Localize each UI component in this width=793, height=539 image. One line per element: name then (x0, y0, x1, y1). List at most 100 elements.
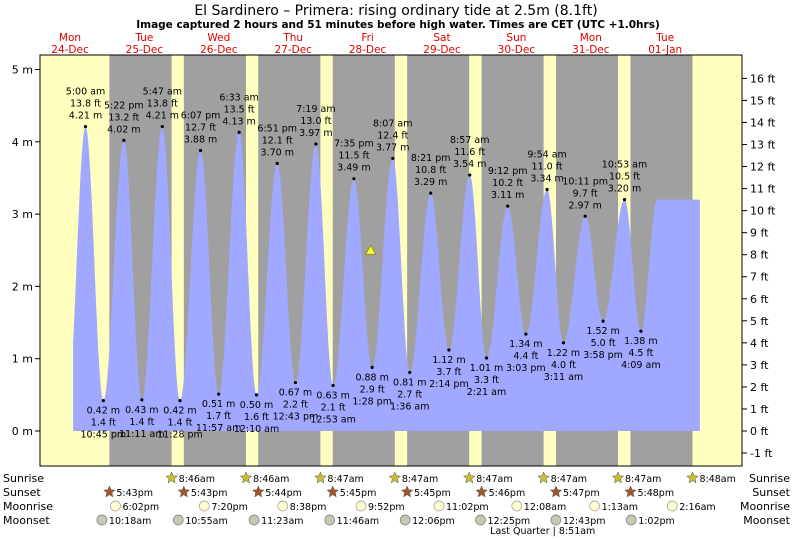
low-tide-feet: 2.2 ft (283, 400, 308, 411)
high-tide-feet: 10.8 ft (415, 165, 446, 176)
high-tide-feet: 13.0 ft (300, 116, 331, 127)
plot-content (40, 55, 742, 466)
plot-border (39, 54, 743, 467)
day-weekday-label: Sun (506, 32, 526, 44)
moonrise-time-label: 12:08am (524, 502, 566, 513)
high-tide-time: 6:07 pm (181, 110, 221, 121)
low-tide-point (178, 399, 182, 403)
low-tide-meters: 0.67 m (279, 388, 312, 399)
day-date-label: 31-Dec (572, 44, 610, 56)
low-tide-feet: 1.6 ft (244, 412, 269, 423)
high-tide-meters: 3.34 m (530, 174, 563, 185)
low-tide-point (601, 319, 605, 323)
high-tide-time: 7:35 pm (334, 139, 374, 150)
low-tide-time: 2:21 am (467, 387, 506, 398)
day-weekday-label: Wed (207, 32, 230, 44)
high-tide-point (237, 130, 241, 135)
day-date-label: 28-Dec (349, 44, 387, 56)
sunset-star-icon (624, 485, 637, 498)
high-tide-point (122, 138, 126, 142)
high-tide-point (468, 173, 472, 177)
sunset-time-label: 5:45pm (414, 488, 451, 499)
low-tide-feet: 3.3 ft (474, 375, 499, 386)
moonset-time-label: 10:18am (109, 516, 151, 527)
high-tide-point (83, 125, 88, 129)
low-tide-feet: 3.7 ft (436, 367, 461, 378)
moonrise-row-label-left: Moonrise (3, 500, 53, 513)
sunset-star-icon (326, 485, 340, 498)
high-tide-meters: 2.97 m (568, 200, 601, 211)
low-tide-meters: 1.12 m (432, 355, 465, 366)
high-tide-feet: 12.1 ft (262, 135, 293, 146)
high-tide-time: 10:53 am (602, 160, 647, 171)
low-tide-meters: 1.01 m (470, 363, 503, 374)
high-tide-feet: 13.8 ft (70, 99, 101, 110)
low-tide-meters: 1.38 m (624, 336, 657, 347)
sunset-star-icon (251, 485, 265, 498)
sunset-time-label: 5:47pm (563, 488, 600, 499)
sunrise-star-icon (314, 471, 327, 484)
day-date-label: 01-Jan (648, 44, 682, 56)
low-tide-point (408, 370, 412, 375)
low-tide-point (484, 356, 489, 360)
high-tide-time: 6:51 pm (257, 123, 297, 134)
chart-title: El Sardinero – Primera: rising ordinary … (194, 3, 597, 19)
tide-area (73, 126, 700, 431)
low-tide-time: 2:14 pm (429, 379, 469, 390)
high-tide-feet: 9.7 ft (573, 188, 598, 199)
feet-tick-label: 4 ft (750, 337, 769, 350)
low-tide-meters: 1.22 m (547, 348, 580, 359)
low-tide-meters: 0.81 m (393, 377, 426, 388)
low-tide-meters: 0.88 m (355, 372, 388, 383)
day-weekday-label: Mon (59, 32, 81, 44)
moonset-moon-icon (625, 514, 637, 526)
high-tide-point (198, 148, 203, 153)
high-tide-point (352, 177, 356, 181)
day-date-label: 29-Dec (423, 44, 461, 56)
moonset-moon-icon (248, 514, 260, 526)
low-tide-time: 4:09 am (621, 360, 660, 371)
sunrise-star-icon (239, 471, 253, 484)
low-tide-point (293, 380, 298, 385)
high-tide-time: 9:54 am (527, 150, 566, 161)
y-axis-meters: 0 m 1 m 2 m 3 m 4 m 5 m (12, 64, 40, 438)
sunrise-row-label-left: Sunrise (3, 472, 44, 485)
moon-phase-label: Last Quarter | 8:51am (490, 526, 595, 537)
low-tide-feet: 1.7 ft (206, 411, 231, 422)
low-tide-meters: 0.42 m (163, 406, 196, 417)
day-weekday-label: Mon (580, 32, 602, 44)
day-weekday-label: Fri (361, 32, 374, 44)
chart-subtitle: Image captured 2 hours and 51 minutes be… (136, 19, 660, 31)
high-tide-feet: 11.6 ft (454, 147, 485, 158)
sunset-row-label-left: Sunset (3, 486, 41, 499)
low-tide-point (101, 399, 105, 403)
astronomy-rows: Sunrise Sunrise 8:46am 8:46am 8:47am 8:47am 8:… (3, 471, 791, 537)
high-tide-time: 6:33 am (219, 92, 258, 103)
meter-tick-label: 3 m (12, 208, 33, 221)
high-tide-point (314, 142, 318, 146)
high-tide-feet: 13.2 ft (108, 112, 139, 123)
feet-tick-label: 0 ft (750, 425, 769, 438)
moonrise-moon-icon (589, 500, 600, 512)
low-tide-time: 3:11 am (544, 372, 583, 383)
moonset-moon-icon (399, 514, 411, 526)
moonset-time-label: 12:25pm (488, 516, 531, 527)
low-tide-meters: 1.34 m (509, 339, 542, 350)
high-tide-time: 9:12 pm (488, 166, 528, 177)
high-tide-point (275, 161, 279, 166)
sunset-time-label: 5:46pm (489, 488, 526, 499)
moonrise-moon-icon (277, 500, 289, 512)
low-tide-point (524, 332, 528, 336)
low-tide-feet: 2.9 ft (360, 384, 385, 395)
moonset-time-label: 1:02pm (638, 516, 675, 527)
high-tide-feet: 12.7 ft (185, 122, 216, 133)
low-tide-time: 3:03 pm (506, 363, 546, 374)
feet-tick-label: 8 ft (750, 249, 769, 262)
high-tide-meters: 3.88 m (184, 134, 217, 145)
day-weekday-label: Sat (433, 32, 450, 44)
low-tide-feet: 2.1 ft (321, 402, 346, 413)
meter-tick-label: 2 m (12, 280, 33, 293)
feet-tick-label: 5 ft (750, 315, 769, 328)
moonset-time-label: 12:06pm (412, 516, 455, 527)
sunset-star-icon (549, 485, 563, 498)
